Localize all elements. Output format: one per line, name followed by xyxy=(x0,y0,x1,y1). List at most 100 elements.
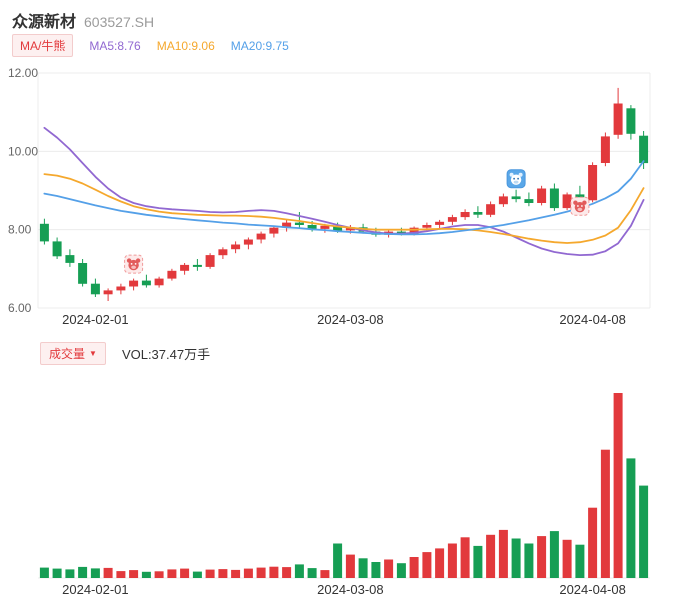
volume-bar xyxy=(154,571,164,578)
dropdown-arrow-icon: ▼ xyxy=(89,348,97,358)
candle xyxy=(333,225,343,231)
candle xyxy=(473,212,483,215)
candle xyxy=(320,225,330,229)
candle xyxy=(243,239,253,245)
candlestick-chart[interactable]: 12.00 10.00 8.00 6.00 2024-02-01 2024-03-08 2… xyxy=(0,58,686,336)
volume-bar xyxy=(575,544,585,578)
volume-bar xyxy=(307,568,317,578)
candle xyxy=(218,249,228,256)
volume-bar xyxy=(549,531,559,578)
ma5-legend-label: MA5:8.76 xyxy=(89,38,141,53)
candle xyxy=(52,241,62,257)
candle xyxy=(537,188,547,203)
candle xyxy=(447,217,457,222)
volume-bar xyxy=(90,568,100,578)
volume-bar xyxy=(358,558,368,578)
volume-bar xyxy=(600,449,610,578)
volume-bar xyxy=(639,485,649,578)
volume-bar xyxy=(486,534,496,578)
bull-signal-icon xyxy=(506,169,526,189)
volume-bar xyxy=(39,567,49,578)
header: 众源新材 603527.SH xyxy=(12,8,154,32)
candle xyxy=(167,270,177,279)
volume-bar xyxy=(460,537,470,578)
volume-chart[interactable]: 2024-02-01 2024-03-08 2024-04-08 xyxy=(0,368,686,600)
candle xyxy=(269,227,279,234)
candle xyxy=(154,278,164,286)
volume-bar xyxy=(498,529,508,578)
x-axis-tick-label: 2024-04-08 xyxy=(559,582,626,597)
candle xyxy=(256,233,266,240)
volume-bar xyxy=(282,567,292,578)
y-axis-tick-label: 6.00 xyxy=(8,301,32,315)
volume-bar xyxy=(435,548,445,578)
volume-bar xyxy=(167,569,177,578)
volume-header: 成交量 ▼ VOL:37.47万手 xyxy=(40,342,210,365)
ma10-line xyxy=(43,173,645,244)
candle xyxy=(511,196,521,200)
candle xyxy=(141,280,151,286)
volume-bar xyxy=(371,562,381,578)
candle xyxy=(180,264,190,271)
volume-bar xyxy=(231,569,241,578)
volume-bar xyxy=(180,568,190,578)
volume-bar xyxy=(447,543,457,578)
volume-bar xyxy=(396,563,406,578)
bear-signal-icon xyxy=(124,254,144,274)
volume-bar xyxy=(52,568,62,578)
candle xyxy=(435,221,445,225)
ma20-legend-label: MA20:9.75 xyxy=(230,38,289,53)
ma20-line xyxy=(43,160,645,236)
volume-bar xyxy=(409,557,419,578)
candle xyxy=(639,135,649,164)
ma-legend: MA/牛熊 MA5:8.76 MA10:9.06 MA20:9.75 xyxy=(12,34,289,57)
volume-indicator-dropdown[interactable]: 成交量 ▼ xyxy=(40,342,106,365)
candle xyxy=(294,222,304,225)
x-axis-tick-label: 2024-04-08 xyxy=(559,312,626,327)
volume-bar xyxy=(269,566,279,578)
candle xyxy=(524,199,534,203)
candle xyxy=(460,212,470,218)
candle xyxy=(562,194,572,209)
candle xyxy=(103,290,113,295)
candle xyxy=(588,165,598,201)
candle xyxy=(282,222,292,228)
stock-name: 众源新材 xyxy=(12,14,77,31)
volume-value-label: VOL:37.47万手 xyxy=(121,347,211,362)
volume-bar xyxy=(129,570,139,578)
volume-bar xyxy=(256,567,266,578)
x-axis-tick-label: 2024-03-08 xyxy=(317,312,384,327)
candle xyxy=(65,255,75,263)
candle xyxy=(600,136,610,163)
x-axis-tick-label: 2024-02-01 xyxy=(62,312,129,327)
volume-bar xyxy=(141,571,151,578)
candle xyxy=(422,225,432,228)
volume-bar xyxy=(333,543,343,578)
volume-bar xyxy=(511,538,521,578)
volume-bar xyxy=(613,393,623,578)
candle xyxy=(39,223,49,242)
ma10-legend-label: MA10:9.06 xyxy=(156,38,215,53)
volume-bar xyxy=(78,566,88,578)
volume-bar xyxy=(588,507,598,578)
x-axis-tick-label: 2024-03-08 xyxy=(317,582,384,597)
volume-bar xyxy=(294,564,304,578)
candle xyxy=(409,227,419,234)
stock-code: 603527.SH xyxy=(84,14,155,30)
volume-bar xyxy=(384,559,394,578)
y-axis-tick-label: 12.00 xyxy=(8,66,38,80)
candle xyxy=(78,263,88,284)
candle xyxy=(396,231,406,234)
volume-bar xyxy=(626,458,636,578)
candle xyxy=(626,108,636,134)
bear-signal-icon xyxy=(570,196,590,216)
volume-bar xyxy=(562,539,572,578)
ma-bullbear-toggle[interactable]: MA/牛熊 xyxy=(12,34,74,57)
y-axis-tick-label: 8.00 xyxy=(8,223,32,237)
y-axis-tick-label: 10.00 xyxy=(8,144,38,158)
candle xyxy=(345,227,355,231)
candle xyxy=(549,188,559,209)
volume-bar xyxy=(103,567,113,578)
volume-bar xyxy=(116,571,126,578)
